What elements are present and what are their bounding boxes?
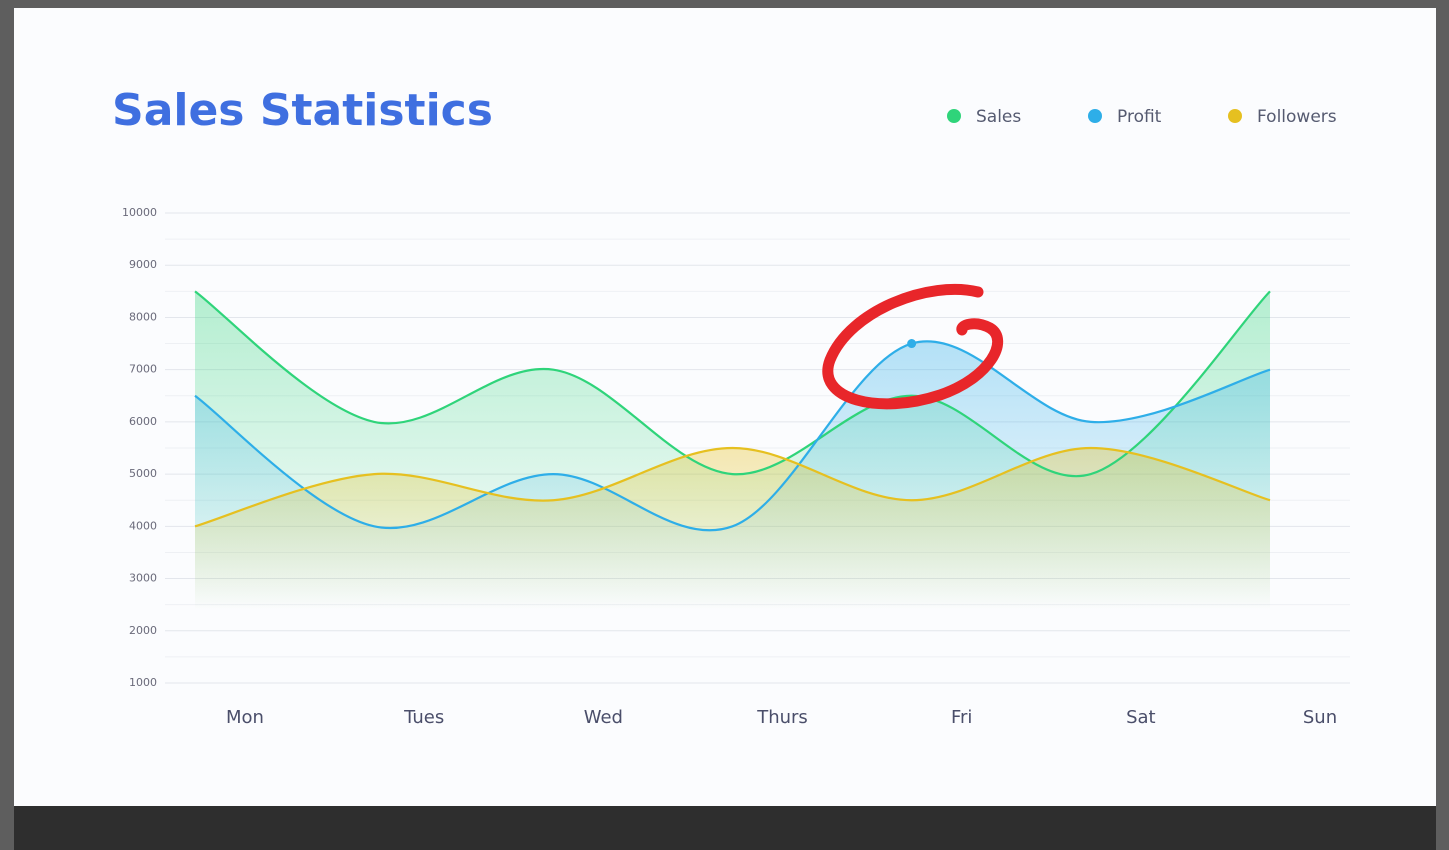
x-tick-label: Thurs bbox=[756, 707, 808, 728]
legend-marker bbox=[1228, 109, 1242, 123]
taskbar bbox=[14, 806, 1436, 850]
x-tick-label: Wed bbox=[584, 707, 623, 728]
page: Sales Statistics 1000 2000 3000 4000 5000 600… bbox=[0, 0, 1449, 850]
y-tick-label: 3000 bbox=[129, 572, 157, 585]
legend-label: Profit bbox=[1117, 107, 1162, 127]
x-tick-label: Sun bbox=[1303, 707, 1337, 728]
x-tick-label: Fri bbox=[951, 707, 972, 728]
highlight-point bbox=[907, 339, 916, 348]
x-tick-label: Sat bbox=[1126, 707, 1156, 728]
y-tick-label: 4000 bbox=[129, 519, 157, 532]
y-tick-label: 9000 bbox=[129, 258, 157, 271]
y-tick-label: 1000 bbox=[129, 676, 157, 689]
legend: Sales Profit Followers bbox=[947, 107, 1337, 127]
chart-title: Sales Statistics bbox=[112, 85, 493, 136]
legend-label: Followers bbox=[1257, 107, 1337, 127]
y-tick-label: 2000 bbox=[129, 624, 157, 637]
y-tick-label: 8000 bbox=[129, 310, 157, 323]
y-tick-label: 5000 bbox=[129, 467, 157, 480]
y-tick-label: 6000 bbox=[129, 415, 157, 428]
x-tick-label: Mon bbox=[226, 707, 264, 728]
chart: Sales Statistics 1000 2000 3000 4000 5000 600… bbox=[0, 0, 1449, 850]
x-tick-label: Tues bbox=[403, 707, 444, 728]
y-tick-label: 7000 bbox=[129, 363, 157, 376]
y-tick-label: 10000 bbox=[122, 206, 157, 219]
legend-marker bbox=[947, 109, 961, 123]
legend-label: Sales bbox=[976, 107, 1021, 127]
legend-marker bbox=[1088, 109, 1102, 123]
